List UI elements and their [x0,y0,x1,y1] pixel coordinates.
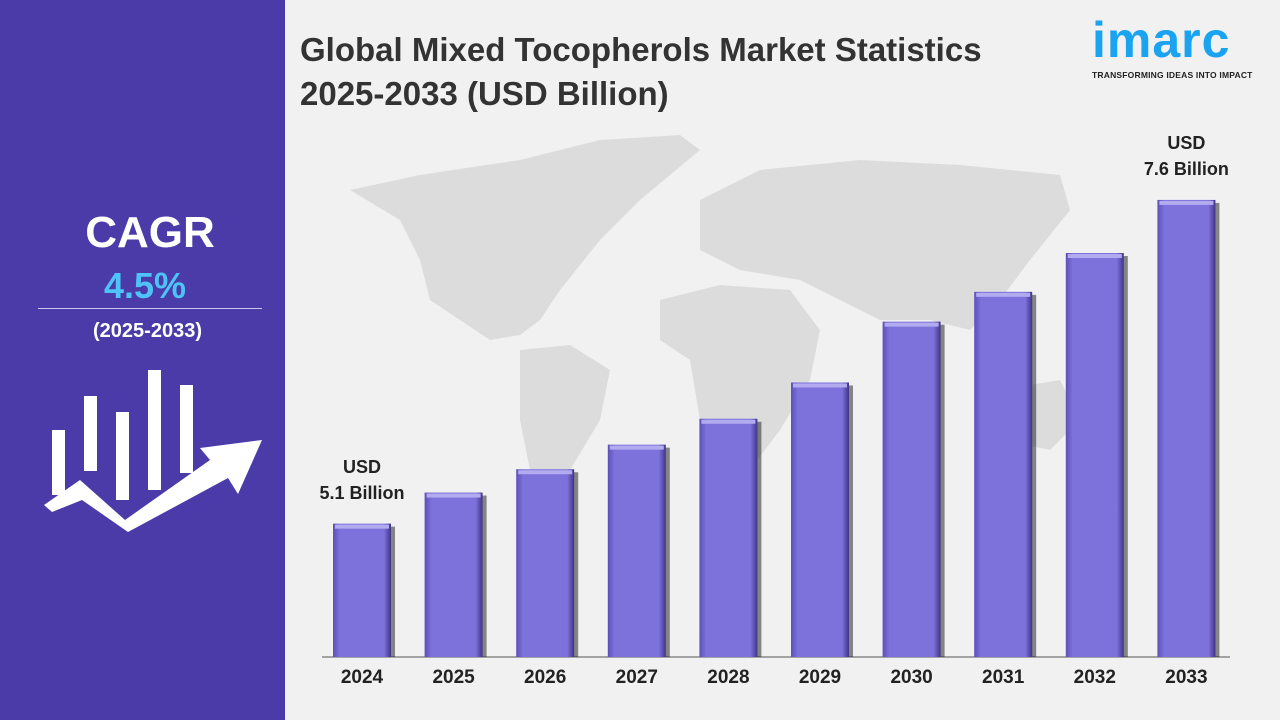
bar-2027 [607,444,666,657]
data-label-2033: USD 7.6 Billion [1126,130,1246,182]
bar-growth-arrow-icon [44,370,262,532]
x-tick-label: 2030 [890,667,932,688]
x-tick-label: 2027 [616,667,658,688]
x-tick-label: 2032 [1074,667,1116,688]
bar-2028 [699,418,758,657]
x-tick-label: 2033 [1165,667,1207,688]
logo-word: imarc [1092,12,1231,68]
bar-2029 [791,382,849,657]
bar-2025 [424,492,483,657]
bar-top-highlight [701,419,756,424]
cagr-period: (2025-2033) [93,320,202,342]
bar-top-highlight [1159,200,1214,205]
bar-top-highlight [976,292,1031,297]
data-label-line2: 7.6 Billion [1143,158,1229,179]
cagr-value: 4.5% [103,265,187,306]
bar-top-highlight [1067,254,1122,259]
title-line-2: 2025-2033 (USD Billion) [300,75,669,112]
bar-2031 [974,291,1033,657]
title-line-1: Global Mixed Tocopherols Market Statisti… [300,31,982,68]
bar-top-highlight [793,383,847,388]
x-tick-label: 2024 [341,667,384,688]
cagr-label: CAGR [85,208,215,257]
data-label-line1: USD [1167,132,1206,153]
bar-2033 [1157,199,1216,657]
cagr-panel: CAGR 4.5% (2025-2033) [0,0,285,720]
data-label-2024: USD 5.1 Billion [302,454,422,506]
bar-2024 [333,523,391,657]
x-tick-label: 2025 [432,667,475,688]
bar-top-highlight [335,524,389,529]
x-tick-label: 2031 [982,667,1025,688]
divider [38,308,262,309]
chart-title: Global Mixed Tocopherols Market Statisti… [300,28,982,116]
x-tick-label: 2026 [524,667,566,688]
bar-top-highlight [518,470,573,475]
bar-top-highlight [426,493,481,498]
bar-2032 [1065,253,1124,657]
x-tick-label: 2028 [707,667,749,688]
x-tick-label: 2029 [799,667,841,688]
imarc-logo: imarc TRANSFORMING IDEAS INTO IMPACT [1092,10,1262,80]
bar-2026 [516,469,575,657]
data-label-line1: USD [342,456,381,477]
logo-tagline: TRANSFORMING IDEAS INTO IMPACT [1092,70,1253,80]
bar-top-highlight [884,322,939,327]
bar-2030 [882,321,941,657]
data-label-line2: 5.1 Billion [319,482,405,503]
bar-top-highlight [609,445,664,450]
